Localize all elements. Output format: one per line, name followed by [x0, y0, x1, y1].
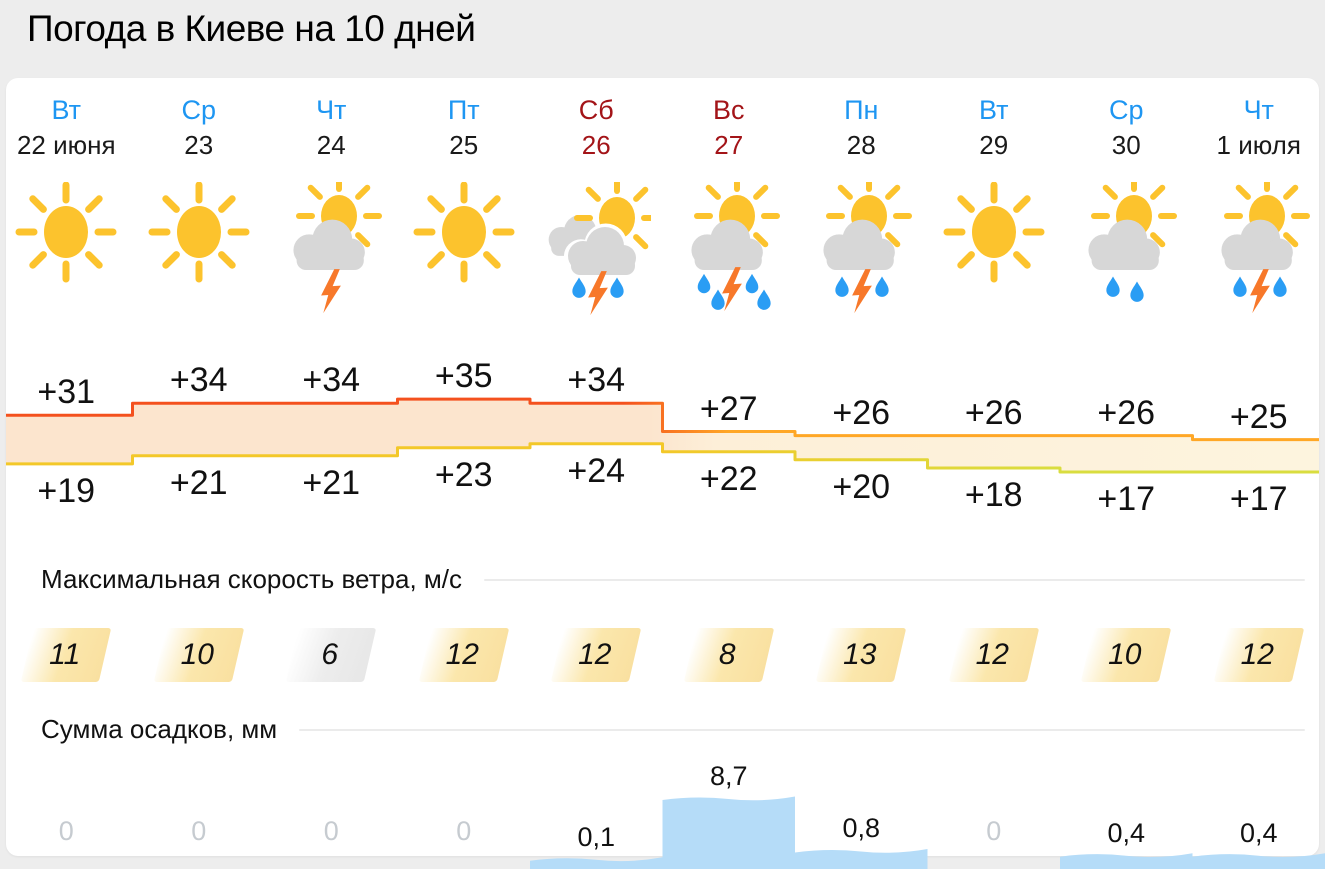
wind-speed-badge: 10 [153, 628, 244, 682]
day-column[interactable]: Вс 27 [663, 78, 796, 318]
day-date: 25 [449, 130, 479, 160]
weather-icon-cloud-sun-thunder [276, 173, 386, 316]
day-name: Вт [51, 95, 81, 125]
temp-min-label: +22 [699, 459, 758, 498]
day-name: Чт [316, 95, 347, 125]
wind-section-header: Максимальная скорость ветра, м/с [41, 564, 1305, 595]
wind-speed-badge: 12 [418, 628, 509, 682]
wind-section-divider [484, 578, 1305, 581]
wind-speed-badge: 12 [1213, 628, 1304, 682]
precipitation-bars-chart [530, 796, 1325, 869]
temperature-band-chart [6, 397, 1319, 474]
temp-min-label: +23 [434, 455, 493, 494]
wind-speed-badge: 12 [551, 628, 642, 682]
temp-min-label: +17 [1229, 480, 1288, 518]
day-column[interactable]: Ср 30 [1060, 78, 1193, 318]
wind-speed-value: 12 [578, 638, 612, 671]
temp-min-label: +19 [37, 471, 96, 510]
weather-icon-storm-rain [806, 173, 916, 316]
wind-speed-value: 11 [49, 638, 81, 671]
day-name: Пн [844, 95, 879, 125]
day-date: 26 [581, 130, 611, 160]
day-column[interactable]: Вт 22 июня [0, 78, 133, 318]
wind-speed-badge: 6 [286, 628, 377, 682]
day-column[interactable]: Чт 1 июля [1193, 78, 1325, 318]
temp-max-label: +25 [1229, 397, 1288, 436]
weather-icon-sunny [11, 181, 121, 316]
day-name: Пт [447, 95, 480, 125]
precip-section-divider [299, 728, 1305, 731]
wind-speed-value: 10 [1108, 638, 1142, 671]
temp-min-label: +21 [302, 463, 361, 502]
day-column[interactable]: Пн 28 [795, 78, 928, 318]
day-date: 1 июля [1216, 130, 1301, 160]
temp-max-label: +26 [832, 393, 891, 432]
day-name: Чт [1243, 95, 1274, 125]
temp-max-label: +26 [964, 393, 1023, 432]
day-column[interactable]: Вт 29 [928, 78, 1061, 318]
temp-min-label: +24 [567, 451, 626, 490]
day-name: Сб [578, 95, 614, 125]
forecast-card: Вт 22 июня Ср 23 Чт 24 Пт 25 Сб 26 Вс 27 Пн 28 Вт 2… [6, 78, 1319, 856]
wind-speed-badge: 11 [21, 628, 112, 682]
temp-min-label: +17 [1097, 480, 1156, 518]
day-date: 22 июня [16, 130, 116, 160]
day-column[interactable]: Пт 25 [398, 78, 531, 318]
wind-speed-value: 13 [843, 638, 877, 671]
wind-speed-value: 12 [1240, 638, 1274, 671]
day-column[interactable]: Чт 24 [265, 78, 398, 318]
wind-speed-value: 12 [975, 638, 1009, 671]
temp-max-label: +34 [567, 361, 626, 400]
weather-icon-sunny [939, 181, 1049, 316]
wind-section-title: Максимальная скорость ветра, м/с [41, 564, 462, 594]
day-name: Ср [1108, 95, 1144, 125]
weather-icon-sunny [144, 181, 254, 316]
day-name: Ср [181, 95, 216, 125]
weather-icon-sunny [409, 181, 519, 316]
day-name: Вт [979, 95, 1009, 125]
day-date: 23 [184, 130, 214, 160]
day-name: Вс [712, 95, 745, 125]
wind-speed-value: 10 [180, 638, 214, 671]
wind-speed-badge: 12 [948, 628, 1039, 682]
wind-speed-value: 6 [321, 638, 339, 671]
wind-speed-badge: 8 [683, 628, 774, 682]
day-date: 27 [714, 130, 744, 160]
temp-min-label: +21 [169, 463, 228, 502]
day-column[interactable]: Ср 23 [133, 78, 266, 318]
day-date: 29 [979, 130, 1009, 160]
page-title: Погода в Киеве на 10 дней [27, 8, 476, 49]
temp-max-label: +27 [699, 389, 758, 428]
wind-speed-badge: 10 [1081, 628, 1172, 682]
day-date: 30 [1111, 130, 1141, 160]
day-date: 24 [316, 130, 346, 160]
precip-section-title: Сумма осадков, мм [41, 714, 278, 744]
wind-speed-badge: 13 [816, 628, 907, 682]
wind-speed-value: 8 [718, 638, 736, 671]
temp-max-label: +34 [169, 361, 228, 400]
temp-max-label: +26 [1097, 393, 1156, 432]
temp-min-label: +18 [964, 475, 1023, 514]
wind-speed-value: 12 [445, 638, 479, 671]
temp-max-label: +31 [37, 373, 96, 412]
title-bar: Погода в Киеве на 10 дней [0, 0, 1325, 78]
weather-icon-storm-heavy-rain [674, 173, 784, 316]
day-date: 28 [846, 130, 876, 160]
weather-icon-rain [1071, 173, 1181, 316]
temp-max-label: +34 [302, 361, 361, 400]
temp-min-label: +20 [832, 467, 891, 506]
weather-icon-heavy-storm [541, 175, 661, 316]
day-column[interactable]: Сб 26 [530, 78, 663, 318]
temp-max-label: +35 [434, 357, 493, 396]
precip-section-header: Сумма осадков, мм [41, 714, 1305, 745]
weather-icon-storm-rain [1204, 173, 1314, 316]
